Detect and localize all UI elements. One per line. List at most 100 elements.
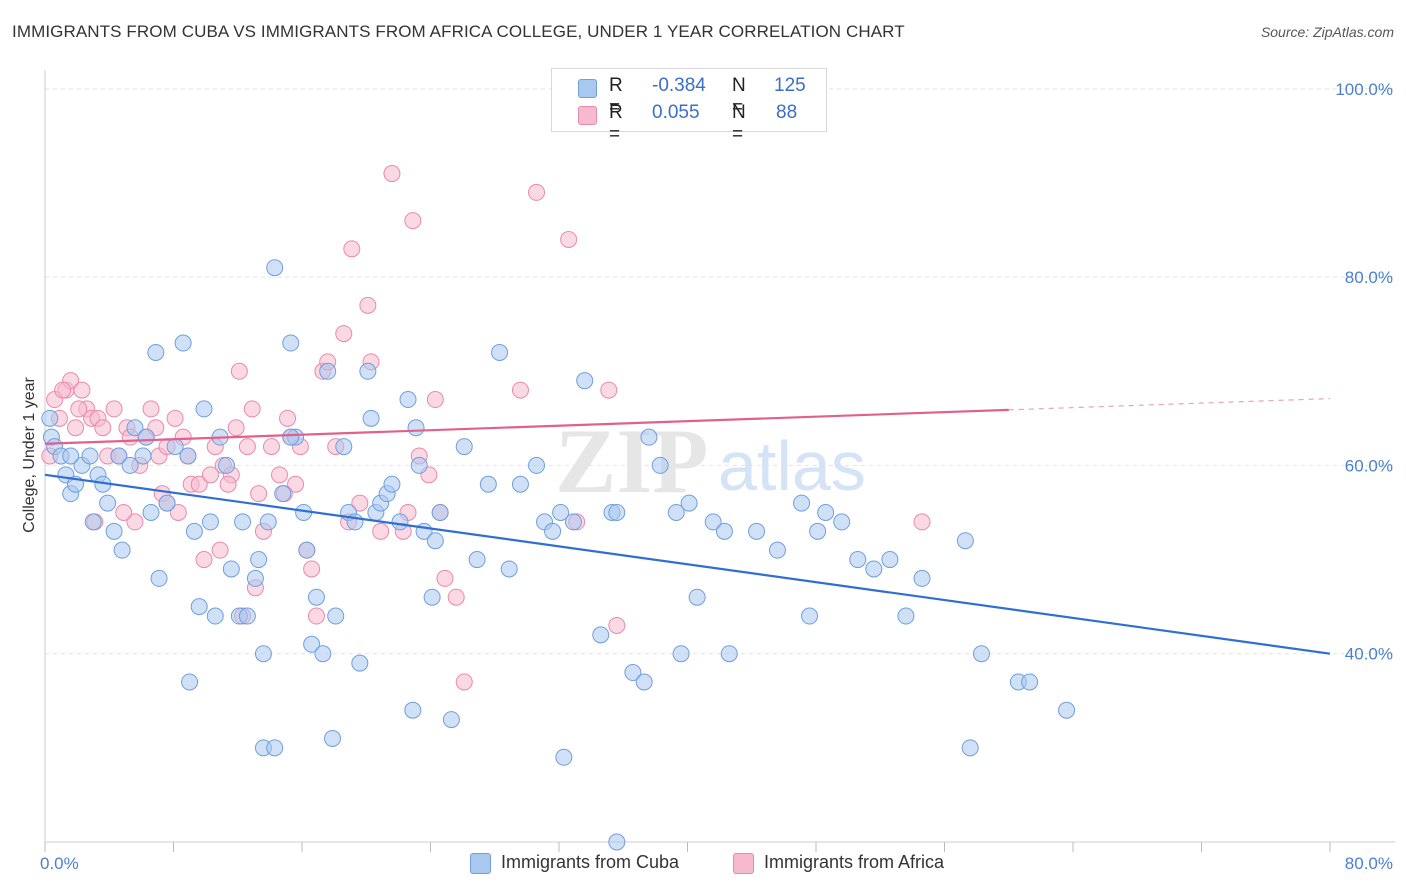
africa-point: [190, 475, 208, 493]
cuba-point: [399, 391, 417, 409]
cuba-point: [897, 607, 915, 625]
cuba-point: [174, 334, 192, 352]
cuba-point: [41, 409, 59, 427]
cuba-point: [113, 541, 131, 559]
cuba-point: [500, 560, 518, 578]
cuba-point: [266, 259, 284, 277]
africa-point: [913, 513, 931, 531]
cuba-point: [552, 503, 570, 521]
africa-point: [227, 419, 245, 437]
cuba-point: [833, 513, 851, 531]
cuba-point: [564, 513, 582, 531]
source-label: Source: ZipAtlas.com: [1260, 24, 1394, 40]
cuba-point: [298, 541, 316, 559]
cuba-point: [608, 833, 626, 851]
africa-point: [436, 569, 454, 587]
cuba-point: [972, 645, 990, 663]
africa-point: [166, 409, 184, 427]
cuba-point: [362, 409, 380, 427]
cuba-point: [555, 748, 573, 766]
cuba-point: [624, 664, 642, 682]
africa-point: [279, 409, 297, 427]
africa-point: [126, 513, 144, 531]
cuba-point: [793, 494, 811, 512]
cuba-point: [715, 522, 733, 540]
y-tick-label: 40.0%: [1345, 645, 1393, 664]
cuba-point: [195, 400, 213, 418]
cuba-point: [303, 635, 321, 653]
cuba-point: [222, 560, 240, 578]
correlation-legend: R = -0.384 N = 125 R = 0.055 N = 88: [551, 68, 827, 145]
cuba-point: [359, 362, 377, 380]
africa-legend-swatch: [733, 853, 754, 874]
africa-point: [94, 419, 112, 437]
cuba-point: [62, 447, 80, 465]
africa-point: [230, 362, 248, 380]
cuba-point: [956, 532, 974, 550]
africa-legend-label: Immigrants from Africa: [764, 852, 945, 872]
africa-point: [426, 391, 444, 409]
africa-point: [343, 240, 361, 258]
cuba-point: [865, 560, 883, 578]
cuba-point: [528, 456, 546, 474]
cuba-point: [410, 456, 428, 474]
africa-point: [54, 381, 72, 399]
cuba-r-key: R =: [609, 75, 623, 118]
cuba-point: [84, 513, 102, 531]
cuba-point: [491, 343, 509, 361]
cuba-point: [324, 729, 342, 747]
cuba-point: [137, 428, 155, 446]
cuba-r-value: -0.384: [652, 75, 706, 96]
cuba-point: [266, 739, 284, 757]
africa-point: [142, 400, 160, 418]
cuba-point: [431, 503, 449, 521]
cuba-point: [142, 503, 160, 521]
cuba-swatch: [578, 79, 597, 98]
cuba-point: [238, 607, 256, 625]
cuba-point: [442, 711, 460, 729]
cuba-point: [307, 588, 325, 606]
cuba-point: [351, 654, 369, 672]
africa-n-value: 88: [776, 102, 798, 123]
cuba-point: [817, 503, 835, 521]
africa-point: [243, 400, 261, 418]
cuba-trend-line: [44, 473, 1331, 655]
cuba-point: [201, 513, 219, 531]
africa-point: [115, 503, 133, 521]
cuba-point: [190, 598, 208, 616]
y-tick-label: 100.0%: [1335, 80, 1393, 99]
cuba-point: [391, 513, 409, 531]
cuba-point: [635, 673, 653, 691]
y-axis-title: College, Under 1 year: [21, 377, 38, 533]
cuba-point: [99, 494, 117, 512]
cuba-point: [250, 551, 268, 569]
axis-labels: 40.0% 60.0% 80.0% 100.0% 0.0% 80.0% College, U…: [21, 80, 1393, 873]
cuba-point: [254, 645, 272, 663]
cuba-point: [110, 447, 128, 465]
cuba-point: [768, 541, 786, 559]
africa-point: [303, 560, 321, 578]
cuba-point: [468, 551, 486, 569]
africa-point: [351, 494, 369, 512]
cuba-point: [426, 532, 444, 550]
africa-point: [447, 588, 465, 606]
cuba-point: [206, 607, 224, 625]
cuba-point: [218, 456, 236, 474]
africa-point: [335, 325, 353, 343]
watermark-zip: ZIP: [555, 410, 708, 512]
africa-point: [201, 466, 219, 484]
cuba-point: [121, 456, 139, 474]
africa-point: [70, 400, 88, 418]
cuba-point: [849, 551, 867, 569]
africa-point: [608, 616, 626, 634]
cuba-point: [688, 588, 706, 606]
africa-point: [455, 673, 473, 691]
africa-point: [262, 438, 280, 456]
x-tick-label-min: 0.0%: [40, 854, 79, 873]
africa-trend-line: [44, 408, 1009, 445]
cuba-point: [423, 588, 441, 606]
cuba-point: [185, 522, 203, 540]
africa-point: [105, 400, 123, 418]
africa-point: [195, 551, 213, 569]
africa-point: [211, 541, 229, 559]
